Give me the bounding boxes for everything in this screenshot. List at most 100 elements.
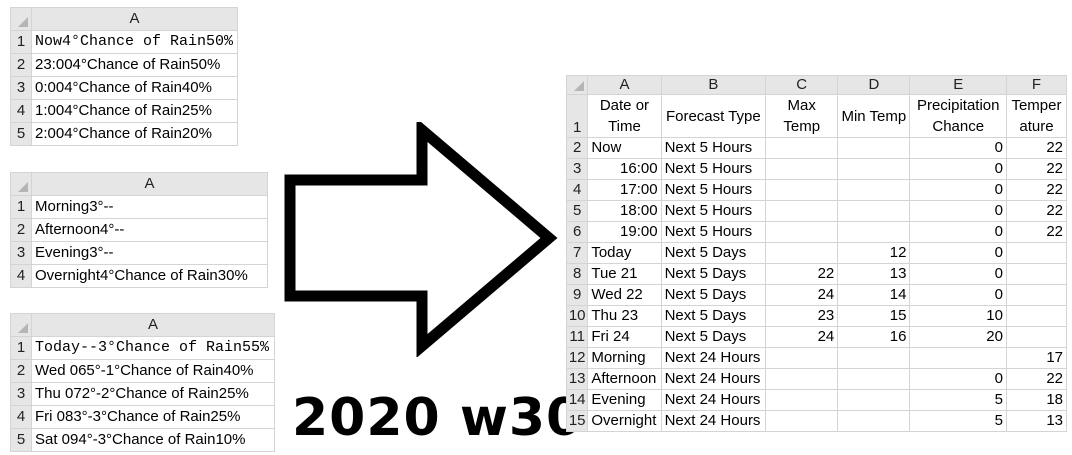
cell[interactable]: Next 5 Days [660,263,767,285]
cell[interactable] [837,179,911,201]
cell[interactable]: 19:00 [587,221,662,243]
cell[interactable]: 16:00 [587,158,662,180]
cell[interactable] [1005,326,1068,348]
cell[interactable]: 1:004°Chance of Rain25% [31,99,238,123]
row-header[interactable]: 1 [10,195,32,219]
cell[interactable] [765,368,839,390]
cell[interactable] [837,410,911,432]
cell[interactable]: Next 5 Hours [660,221,767,243]
cell[interactable]: 14 [837,284,911,306]
cell[interactable]: Thu 072°-2°Chance of Rain25% [31,382,275,406]
cell[interactable]: 17 [1005,347,1068,369]
header-cell[interactable]: Date or Time [587,94,662,138]
cell[interactable]: 18 [1005,389,1068,411]
cell[interactable]: 24 [765,284,839,306]
cell[interactable]: Next 24 Hours [660,410,767,432]
cell[interactable]: 22 [765,263,839,285]
cell[interactable]: 15 [837,305,911,327]
cell[interactable]: Next 5 Days [660,284,767,306]
cell[interactable]: Next 5 Hours [660,158,767,180]
header-cell[interactable]: Forecast Type [660,94,767,138]
cell[interactable]: Morning [587,347,662,369]
column-header-f[interactable]: F [1005,75,1068,95]
cell[interactable] [765,242,839,264]
cell[interactable] [1005,242,1068,264]
cell[interactable]: 17:00 [587,179,662,201]
cell[interactable]: 0 [909,200,1007,222]
select-all-corner[interactable] [10,172,32,196]
cell[interactable]: Next 5 Days [660,305,767,327]
cell[interactable] [1005,263,1068,285]
cell[interactable]: Next 24 Hours [660,368,767,390]
cell[interactable]: Afternoon4°-- [31,218,268,242]
cell[interactable] [1005,305,1068,327]
cell[interactable] [765,389,839,411]
cell[interactable]: 0 [909,368,1007,390]
column-header-a[interactable]: A [31,172,268,196]
cell[interactable]: Wed 065°-1°Chance of Rain40% [31,359,275,383]
cell[interactable]: Afternoon [587,368,662,390]
cell[interactable]: Now4°Chance of Rain50% [31,30,238,54]
cell[interactable] [1005,284,1068,306]
row-header[interactable]: 2 [10,53,32,77]
cell[interactable] [765,221,839,243]
row-header[interactable]: 4 [565,179,589,201]
cell[interactable]: Fri 083°-3°Chance of Rain25% [31,405,275,429]
row-header[interactable]: 5 [10,122,32,146]
cell[interactable]: 5 [909,389,1007,411]
cell[interactable]: 20 [909,326,1007,348]
row-header[interactable]: 4 [10,264,32,288]
cell[interactable]: Next 5 Hours [660,179,767,201]
cell[interactable]: 0 [909,179,1007,201]
cell[interactable] [837,368,911,390]
cell[interactable]: Morning3°-- [31,195,268,219]
cell[interactable] [837,200,911,222]
header-cell[interactable]: Temper ature [1005,94,1068,138]
cell[interactable]: 22 [1005,179,1068,201]
row-header[interactable]: 8 [565,263,589,285]
cell[interactable]: Overnight4°Chance of Rain30% [31,264,268,288]
cell[interactable]: 18:00 [587,200,662,222]
cell[interactable] [765,347,839,369]
cell[interactable]: 23:004°Chance of Rain50% [31,53,238,77]
row-header[interactable]: 9 [565,284,589,306]
cell[interactable] [837,347,911,369]
cell[interactable] [765,158,839,180]
row-header[interactable]: 7 [565,242,589,264]
select-all-corner[interactable] [565,75,589,95]
cell[interactable]: 22 [1005,221,1068,243]
row-header[interactable]: 2 [10,218,32,242]
row-header[interactable]: 1 [10,336,32,360]
cell[interactable]: 0 [909,158,1007,180]
cell[interactable]: 12 [837,242,911,264]
cell[interactable] [837,137,911,159]
cell[interactable]: Next 5 Hours [660,200,767,222]
cell[interactable] [837,221,911,243]
row-header[interactable]: 3 [10,382,32,406]
row-header[interactable]: 6 [565,221,589,243]
cell[interactable]: 0 [909,221,1007,243]
row-header[interactable]: 11 [565,326,589,348]
column-header-a[interactable]: A [587,75,662,95]
cell[interactable]: Next 24 Hours [660,347,767,369]
row-header[interactable]: 3 [10,76,32,100]
cell[interactable]: 13 [1005,410,1068,432]
cell[interactable]: 22 [1005,137,1068,159]
cell[interactable]: Evening [587,389,662,411]
row-header[interactable]: 3 [565,158,589,180]
cell[interactable] [765,200,839,222]
cell[interactable] [909,347,1007,369]
cell[interactable]: 13 [837,263,911,285]
row-header[interactable]: 2 [10,359,32,383]
cell[interactable]: Now [587,137,662,159]
header-cell[interactable]: Precipitation Chance [909,94,1007,138]
row-header[interactable]: 14 [565,389,589,411]
cell[interactable]: 5 [909,410,1007,432]
cell[interactable]: Today [587,242,662,264]
column-header-e[interactable]: E [909,75,1007,95]
header-cell[interactable]: Max Temp [765,94,839,138]
cell[interactable]: Next 24 Hours [660,389,767,411]
cell[interactable]: Today--3°Chance of Rain55% [31,336,275,360]
cell[interactable]: Tue 21 [587,263,662,285]
cell[interactable]: 0 [909,263,1007,285]
